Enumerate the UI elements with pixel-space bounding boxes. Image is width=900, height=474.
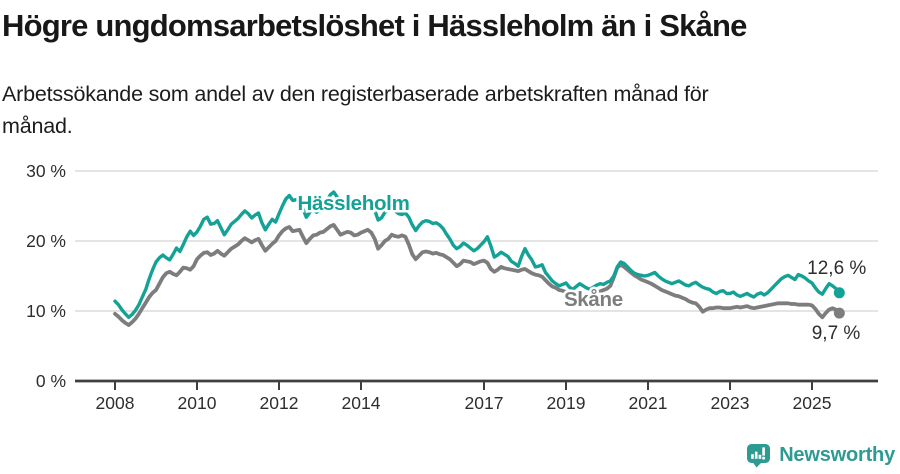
x-axis-label: 2019 (547, 393, 586, 413)
series-0-line (113, 190, 841, 319)
newsworthy-logo[interactable]: Newsworthy (746, 443, 895, 468)
x-axis-label: 2023 (711, 393, 750, 413)
y-axis-label: 20 % (26, 231, 66, 251)
series-1-line (113, 222, 842, 327)
series-1-end-dot (833, 307, 845, 319)
series-0-end-dot (833, 287, 845, 299)
x-axis-label: 2025 (793, 393, 832, 413)
x-axis-label: 2010 (178, 393, 217, 413)
x-axis-label: 2012 (260, 393, 299, 413)
page-title: Högre ungdomsarbetslöshet i Hässleholm ä… (2, 8, 747, 43)
page-subtitle: Arbetssökande som andel av den registerb… (2, 78, 709, 142)
x-axis-label: 2021 (629, 393, 668, 413)
series-inline-label: Skåne (564, 288, 623, 311)
y-axis-label: 0 % (36, 371, 66, 391)
x-axis-label: 2008 (96, 393, 135, 413)
series-end-value-label: 9,7 % (812, 323, 861, 344)
subtitle-line-1: Arbetssökande som andel av den registerb… (2, 82, 709, 106)
series-end-value-label: 12,6 % (807, 258, 866, 279)
x-axis-label: 2017 (465, 393, 504, 413)
subtitle-line-2: månad. (2, 114, 73, 138)
y-axis-label: 10 % (26, 301, 66, 321)
x-axis-label: 2014 (342, 393, 381, 413)
y-axis-label: 30 % (26, 161, 66, 181)
series-inline-label: Hässleholm (297, 192, 409, 215)
newsworthy-brand-text: Newsworthy (779, 444, 895, 466)
bar-chart-bubble-icon (747, 444, 771, 468)
